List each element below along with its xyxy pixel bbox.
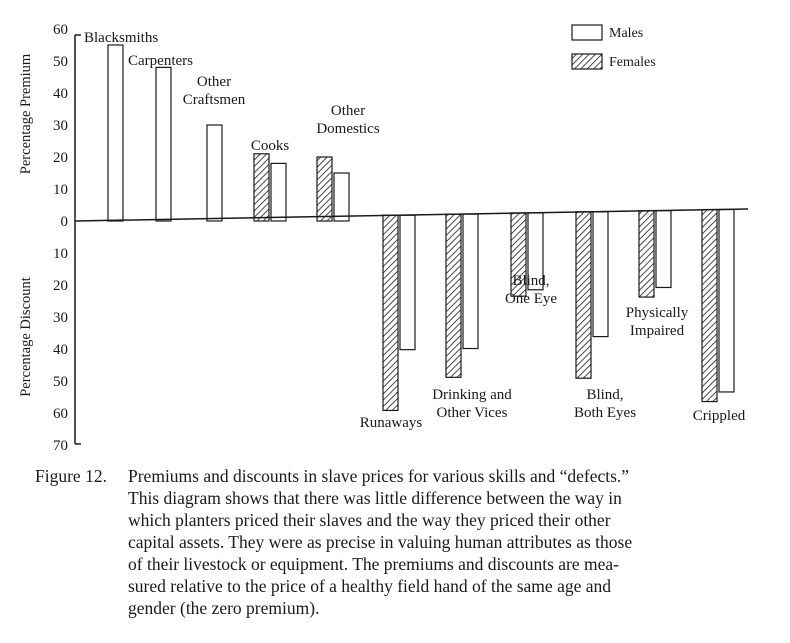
bars: [107, 44, 735, 412]
y-tick-label: 0: [61, 214, 69, 230]
caption-line: capital assets. They were as precise in …: [128, 532, 633, 552]
category-label: Physically Impaired: [626, 305, 689, 339]
y-tick-label: 60: [53, 22, 68, 38]
bar-female: [638, 210, 655, 298]
legend-label-females: Females: [609, 55, 656, 70]
premium-axis-label: Percentage Premium: [18, 53, 34, 174]
bar-female: [575, 211, 592, 379]
bar-female: [701, 208, 718, 403]
bar-male: [333, 172, 350, 222]
bar-male: [592, 211, 609, 338]
chart: Percentage Premium Percentage Discount 6…: [18, 22, 749, 454]
y-tick-label: 70: [53, 438, 68, 454]
bar-male: [107, 44, 124, 222]
y-tick-label: 20: [53, 150, 68, 166]
y-tick-label: 20: [53, 278, 68, 294]
category-label: Blind, One Eye: [505, 273, 557, 307]
category-labels: Blacksmiths Carpenters Other Craftsmen Cooks…: [84, 30, 746, 431]
y-tick-label: 60: [53, 406, 68, 422]
y-tick-label: 50: [53, 54, 68, 70]
bar-male: [206, 124, 223, 222]
category-label: Crippled: [693, 408, 746, 424]
y-tick-label: 10: [53, 246, 68, 262]
zero-baseline: [74, 208, 749, 222]
y-tick-label: 40: [53, 86, 68, 102]
bar-male: [399, 214, 416, 351]
legend: Males Females: [571, 24, 656, 70]
y-tick-label: 40: [53, 342, 68, 358]
bar-female: [316, 156, 333, 222]
category-label: Other Domestics: [316, 103, 379, 137]
y-tick-label: 10: [53, 182, 68, 198]
category-label: Carpenters: [128, 53, 193, 69]
caption-line: sured relative to the price of a healthy…: [128, 576, 611, 596]
y-tick-label: 30: [53, 118, 68, 134]
caption-line: which planters priced their slaves and t…: [128, 510, 611, 530]
bar-male: [155, 66, 172, 222]
category-label: Cooks: [251, 138, 290, 154]
bar-female: [253, 153, 270, 222]
category-label: Drinking and Other Vices: [432, 387, 512, 421]
caption-line: This diagram shows that there was little…: [128, 488, 622, 508]
bar-female: [382, 214, 399, 412]
y-axis: [74, 34, 81, 445]
caption-figure-number: Figure 12.: [35, 466, 107, 486]
category-label: Runaways: [360, 415, 423, 431]
bar-male: [270, 162, 287, 222]
discount-axis-label: Percentage Discount: [18, 277, 34, 397]
category-label: Blind, Both Eyes: [574, 387, 636, 421]
y-tick-label: 50: [53, 374, 68, 390]
bar-male: [462, 213, 479, 350]
caption-line: gender (the zero premium).: [128, 598, 320, 618]
tick-labels: 60 50 40 30 20 10 0 10 20 30 40 50 60 70: [53, 22, 68, 454]
caption-line: Premiums and discounts in slave prices f…: [128, 466, 630, 486]
category-label: Other Craftsmen: [183, 74, 246, 108]
y-tick-label: 30: [53, 310, 68, 326]
legend-label-males: Males: [609, 26, 643, 41]
bar-male: [655, 210, 672, 289]
bar-female: [445, 213, 462, 378]
caption-line: of their livestock or equipment. The pre…: [128, 554, 619, 574]
legend-swatch-males: [571, 24, 603, 41]
category-label: Blacksmiths: [84, 30, 158, 46]
bar-male: [718, 208, 735, 393]
legend-swatch-females: [571, 53, 603, 70]
